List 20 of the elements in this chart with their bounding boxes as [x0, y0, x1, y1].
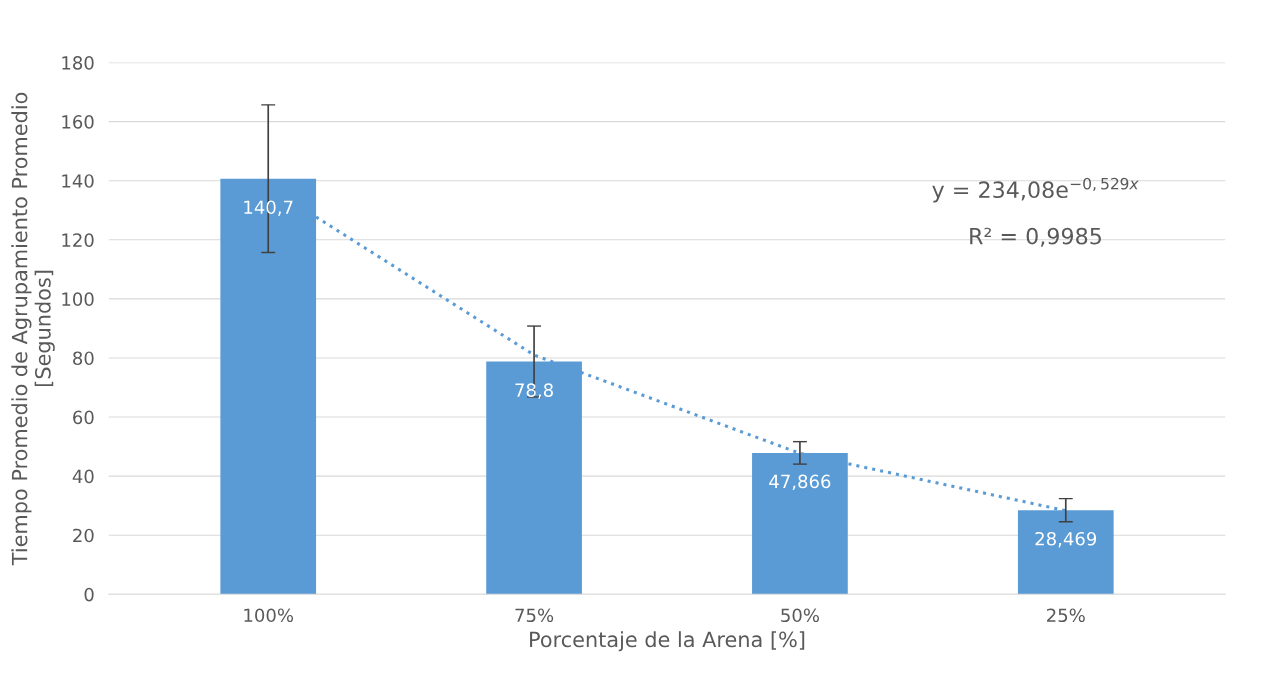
y-tick-label: 100 [62, 292, 94, 306]
x-tick-label: 100% [244, 608, 294, 623]
y-tick-label: 120 [62, 233, 94, 247]
y-tick-label: 160 [62, 115, 94, 129]
data-label: 47,866 [769, 474, 831, 491]
data-label: 28,469 [1035, 531, 1097, 548]
y-tick-label: 60 [73, 410, 94, 425]
y-axis-title: Tiempo Promedio de Agrupamiento Promedio [Segundos] [11, 92, 55, 566]
annotation: y = 234,08e$^{−0,529x}$ [932, 177, 1139, 203]
x-tick-label: 25% [1047, 608, 1085, 623]
x-axis-title: Porcentaje de la Arena [%] [530, 631, 805, 652]
y-tick-label: 180 [62, 56, 94, 70]
y-tick-label: 140 [62, 174, 94, 188]
y-tick-label: 0 [84, 587, 94, 602]
y-tick-label: 80 [73, 351, 94, 366]
y-tick-label: 40 [72, 469, 94, 484]
x-tick-label: 50% [781, 608, 819, 623]
y-tick-label: 20 [73, 528, 94, 543]
x-tick-label: 75% [515, 608, 554, 623]
annotation: R² = 0,9985 [970, 227, 1101, 247]
